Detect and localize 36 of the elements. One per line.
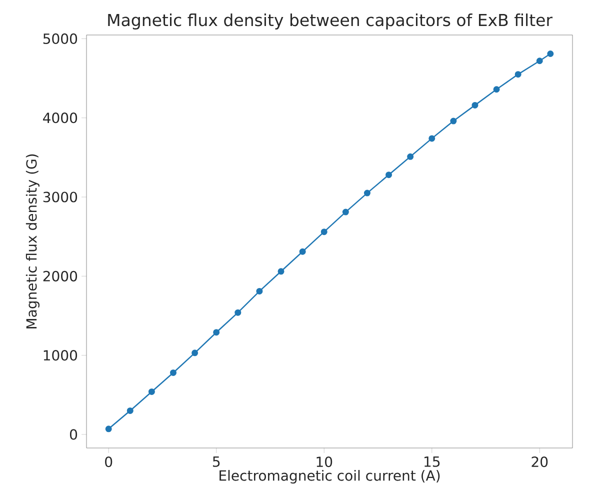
point <box>407 153 414 160</box>
point <box>105 426 112 432</box>
point <box>364 190 370 196</box>
y-tick-label: 3000 <box>43 192 78 202</box>
y-tick-label: 4000 <box>43 112 78 124</box>
point <box>450 118 457 124</box>
point <box>256 288 263 294</box>
y-tick-label: 0 <box>70 429 78 440</box>
point <box>148 388 155 395</box>
x-tick-label: 0 <box>105 456 112 468</box>
y-tick-label: 1000 <box>44 350 78 361</box>
x-axis-title: Electromagnetic coil current (A) <box>220 470 440 484</box>
y-tick-label: 5000 <box>43 33 78 44</box>
point <box>234 309 242 316</box>
point <box>126 407 134 414</box>
point <box>278 268 284 275</box>
point <box>192 350 198 356</box>
x-tick-label: 20 <box>532 456 548 468</box>
x-tick-label: 15 <box>424 456 440 467</box>
point <box>320 228 328 236</box>
point <box>514 71 522 78</box>
point <box>213 329 220 336</box>
y-axis-title: Magnetic flux density (G) <box>26 154 40 328</box>
point <box>342 208 349 216</box>
point <box>428 135 436 142</box>
chart-title: Magnetic flux density between capacitors of ExB filter <box>108 14 553 30</box>
point <box>386 172 392 178</box>
point <box>299 248 306 255</box>
point <box>547 50 554 58</box>
y-tick-label: 2000 <box>43 270 78 282</box>
point <box>472 102 478 108</box>
point <box>536 58 543 64</box>
x-tick-label: 5 <box>212 456 220 467</box>
x-tick-label: 10 <box>316 456 332 468</box>
point <box>493 86 500 93</box>
point <box>170 369 176 376</box>
